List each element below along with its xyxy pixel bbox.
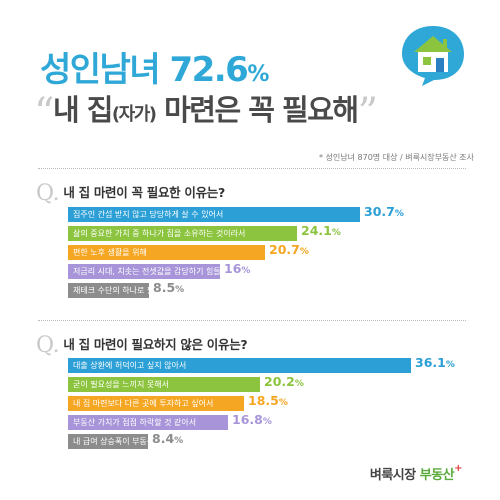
chart2-bar-1: 굳이 필요성을 느끼지 못해서 20.2% — [68, 374, 304, 392]
chart2-bar-4: 내 급여 상승폭이 부동산 상승폭에 비해 너무 작아서 8.4% — [68, 431, 245, 449]
subtitle-main: 내 집 — [52, 93, 113, 127]
close-quote: ” — [357, 90, 378, 136]
chart1-title-text: 내 집 마련이 꼭 필요한 이유는? — [63, 185, 225, 200]
chart2-value-label-4: 8.4% — [152, 431, 184, 446]
chart2-title-text: 내 집 마련이 필요하지 않은 이유는? — [63, 337, 248, 352]
chart1-bar-2: 편한 노후 생활을 위해 20.7% — [68, 242, 309, 260]
chart2-value-label-3: 16.8% — [232, 412, 272, 427]
divider-line — [38, 320, 466, 321]
chart1-bar-0: 집주인 간섭 받지 않고 당당하게 살 수 있어서 30.7% — [68, 204, 404, 222]
headline-main: 성인남녀 72.6 — [40, 50, 249, 90]
house-bubble-icon — [398, 22, 468, 88]
chart2-bar-label-3: 부동산 가치가 점점 하락할 것 같아서 — [73, 418, 197, 427]
logo-part2: 부동산 — [415, 468, 455, 483]
chart1-value-label-1: 24.1% — [301, 223, 341, 238]
chart1-bar-3: 저금리 시대, 치솟는 전셋값을 감당하기 힘들어서 16% — [68, 261, 250, 279]
chart2-value-label-1: 20.2% — [264, 374, 304, 389]
chart2-bar-0: 대출 상환에 허덕이고 싶지 않아서 36.1% — [68, 355, 455, 373]
chart1-value-label-3: 16% — [224, 261, 251, 276]
chart1-bar-label-2: 편한 노후 생활을 위해 — [73, 248, 147, 257]
chart1-title: Q. 내 집 마련이 꼭 필요한 이유는? — [36, 178, 225, 206]
chart1-value-label-2: 20.7% — [269, 242, 309, 257]
divider-line — [38, 168, 466, 169]
open-quote: “ — [34, 90, 54, 136]
subtitle: “내 집(자가) 마련은 꼭 필요해” — [34, 84, 378, 136]
chart2-value-label-2: 18.5% — [248, 393, 288, 408]
chart2-bar-2: 내 집 마련보다 다른 곳에 투자하고 싶어서 18.5% — [68, 393, 288, 411]
brand-logo: 벼룩시장 부동산+ — [369, 463, 463, 483]
subtitle-paren: (자가) — [111, 104, 157, 125]
chart1-bar-label-4: 재테크 수단의 하나로 필요 — [73, 286, 162, 295]
subtitle-rest: 마련은 꼭 필요해 — [155, 93, 359, 127]
chart1-bar-label-1: 삶의 중요한 가치 중 하나가 집을 소유하는 것이라서 — [73, 229, 246, 238]
chart2-value-label-0: 36.1% — [415, 355, 455, 370]
chart2-bar-3: 부동산 가치가 점점 하락할 것 같아서 16.8% — [68, 412, 272, 430]
chart2-question-mark: Q. — [36, 333, 60, 358]
chart1-bar-1: 삶의 중요한 가치 중 하나가 집을 소유하는 것이라서 24.1% — [68, 223, 341, 241]
logo-plus: + — [454, 463, 462, 474]
survey-note: * 성인남녀 870명 대상 / 벼룩시장부동산 조사 — [319, 153, 474, 162]
chart2-bar-label-1: 굳이 필요성을 느끼지 못해서 — [73, 380, 169, 389]
chart1-bar-label-0: 집주인 간섭 받지 않고 당당하게 살 수 있어서 — [73, 210, 224, 219]
chart2-bar-label-4: 내 급여 상승폭이 부동산 상승폭에 비해 너무 작아서 — [73, 437, 246, 446]
chart2-bar-label-2: 내 집 마련보다 다른 곳에 투자하고 싶어서 — [73, 399, 214, 408]
chart1-value-label-0: 30.7% — [364, 204, 404, 219]
headline: 성인남녀 72.6% — [40, 42, 269, 91]
chart1-bar-label-3: 저금리 시대, 치솟는 전셋값을 감당하기 힘들어서 — [73, 267, 236, 276]
chart1-bar-4: 재테크 수단의 하나로 필요 8.5% — [68, 280, 184, 298]
chart2-bar-label-0: 대출 상환에 허덕이고 싶지 않아서 — [73, 361, 187, 370]
headline-percent: % — [247, 62, 269, 87]
chart1-value-label-4: 8.5% — [153, 280, 185, 295]
chart1-question-mark: Q. — [36, 181, 60, 206]
logo-part1: 벼룩시장 — [369, 468, 416, 483]
chart2-title: Q. 내 집 마련이 필요하지 않은 이유는? — [36, 330, 248, 358]
